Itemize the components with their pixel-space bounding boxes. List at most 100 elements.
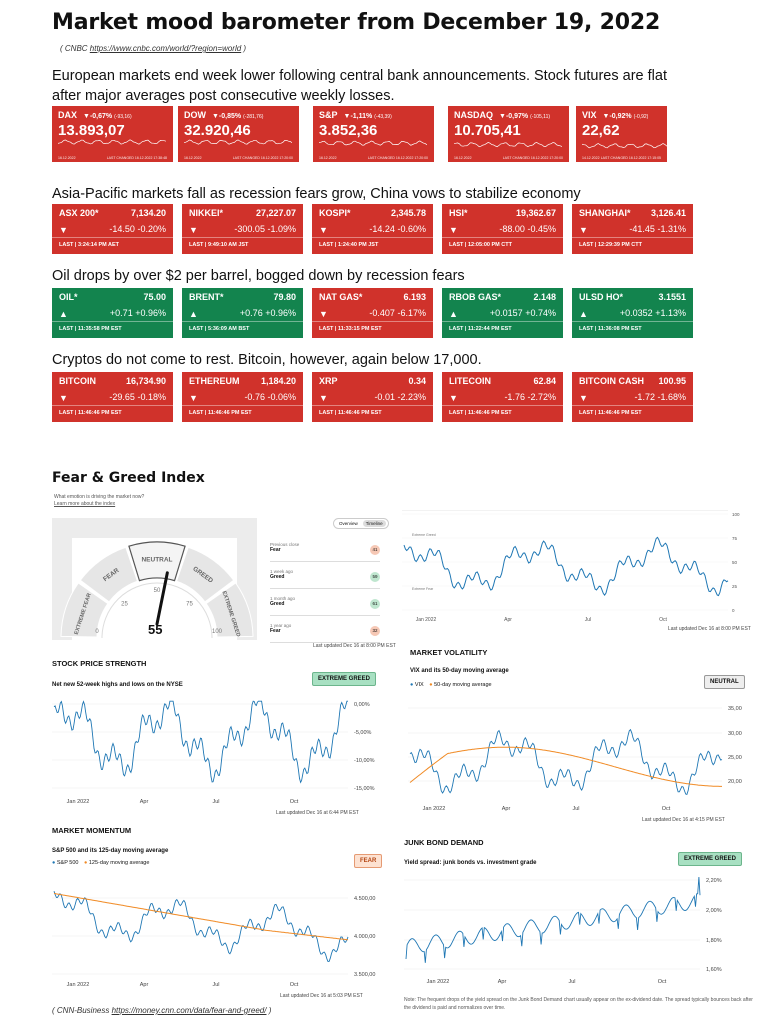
ticker-change: -1.72 -1.68% bbox=[634, 392, 686, 402]
ticker-change: -41.45 -1.31% bbox=[629, 224, 686, 234]
index-change-abs: (-0,92) bbox=[633, 114, 649, 120]
index-card-dow[interactable]: DOW ▼-0,85% (-281,76) 32.920,46 16.12.2022 LA… bbox=[178, 106, 299, 162]
vol-legend: ● VIX ● 50-day moving average bbox=[410, 682, 492, 688]
gauge-tick: 0 bbox=[95, 629, 99, 635]
crypto-card[interactable]: XRP 0.34 ▼ -0.01 -2.23% LAST | 11:46:46 PM E… bbox=[312, 372, 433, 422]
asia-card[interactable]: ASX 200* 7,134.20 ▼ -14.50 -0.20% LAST | 3:2… bbox=[52, 204, 173, 254]
sps-line bbox=[53, 700, 348, 784]
index-card-nasdaq[interactable]: NASDAQ ▼-0,97% (-105,11) 10.705,41 16.12.202… bbox=[448, 106, 569, 162]
timeline-xtick: Apr bbox=[504, 617, 512, 622]
junk-xtick: Apr bbox=[498, 979, 507, 985]
crypto-card[interactable]: LITECOIN 62.84 ▼ -1.76 -2.72% LAST | 11:46:4… bbox=[442, 372, 563, 422]
ticker-change: -14.50 -0.20% bbox=[109, 224, 166, 234]
ticker-change: -0.407 -6.17% bbox=[369, 308, 426, 318]
index-date-left: 16.12.2022 bbox=[454, 156, 472, 160]
ticker-name: ETHEREUM bbox=[189, 376, 240, 386]
ticker-value: 19,362.67 bbox=[515, 208, 556, 218]
history-label: Greed bbox=[270, 574, 285, 580]
junk-ytick: 1,80% bbox=[706, 938, 722, 944]
history-label: Fear bbox=[270, 547, 281, 553]
ticker-name: RBOB GAS* bbox=[449, 292, 502, 302]
ticker-last-time: LAST | 12:29:39 PM CTT bbox=[572, 237, 693, 252]
tab-timeline[interactable]: Timeline bbox=[362, 520, 386, 527]
history-when: 1 year ago bbox=[270, 623, 292, 628]
page-title: Market mood barometer from December 19, … bbox=[52, 10, 661, 35]
ticker-value: 100.95 bbox=[658, 376, 686, 386]
junk-line bbox=[405, 876, 701, 963]
index-card-vix[interactable]: VIX ▼-0,92% (-0,92) 22,62 14.12.2022 LAST CHA… bbox=[576, 106, 690, 162]
ticker-name: OIL* bbox=[59, 292, 78, 302]
gauge-tick: 50 bbox=[154, 588, 161, 594]
ticker-last-time: LAST | 11:22:44 PM EST bbox=[442, 321, 563, 336]
fear-greed-question: What emotion is driving the market now? bbox=[54, 494, 145, 500]
asia-card[interactable]: HSI* 19,362.67 ▼ -88.00 -0.45% LAST | 12:05:… bbox=[442, 204, 563, 254]
oil-card[interactable]: ULSD HO* 3.1551 ▲ +0.0352 +1.13% LAST | 11:3… bbox=[572, 288, 693, 338]
down-arrow-icon: ▼ bbox=[189, 393, 198, 403]
learn-more-link[interactable]: Learn more about the index bbox=[54, 501, 116, 507]
ticker-value: 0.34 bbox=[408, 376, 426, 386]
ticker-last-time: LAST | 11:46:46 PM EST bbox=[572, 405, 693, 420]
mom-ytick: 4.000,00 bbox=[354, 934, 375, 940]
up-arrow-icon: ▲ bbox=[189, 309, 198, 319]
asia-card[interactable]: KOSPI* 2,345.78 ▼ -14.24 -0.60% LAST | 1:24:… bbox=[312, 204, 433, 254]
index-card-sp[interactable]: S&P ▼-1,11% (-43,39) 3.852,36 16.12.2022 LAST… bbox=[313, 106, 434, 162]
timeline-legend-greed: Extreme Greed bbox=[412, 533, 436, 537]
index-change: ▼-0,85% bbox=[212, 113, 242, 120]
ticker-last-time: LAST | 11:35:58 PM EST bbox=[52, 321, 173, 336]
ticker-change: -300.05 -1.09% bbox=[234, 224, 296, 234]
index-date-left: 16.12.2022 bbox=[58, 156, 76, 160]
index-date-note: LAST CHANGED 16.12.2022 17:20:00 bbox=[367, 156, 428, 160]
ticker-change: -0.01 -2.23% bbox=[374, 392, 426, 402]
cnbc-link[interactable]: https://www.cnbc.com/world/?region=world bbox=[89, 44, 242, 53]
vol-subtitle: VIX and its 50-day moving average bbox=[410, 668, 509, 674]
sps-ytick: 0,00% bbox=[354, 702, 370, 708]
asia-card[interactable]: NIKKEI* 27,227.07 ▼ -300.05 -1.09% LAST | 9:… bbox=[182, 204, 303, 254]
ticker-value: 79.80 bbox=[273, 292, 296, 302]
vol-chart: 35,00 30,00 25,00 20,00 Jan 2022 Apr Jul Oct bbox=[408, 706, 742, 812]
ticker-name: NAT GAS* bbox=[319, 292, 363, 302]
crypto-card[interactable]: ETHEREUM 1,184.20 ▼ -0.76 -0.06% LAST | 11:4… bbox=[182, 372, 303, 422]
index-change-abs: (-281,76) bbox=[243, 114, 264, 120]
index-card-dax[interactable]: DAX ▼-0,67% (-93,16) 13.893,07 16.12.2022 LAS… bbox=[52, 106, 173, 162]
ticker-name: SHANGHAI* bbox=[579, 208, 631, 218]
ticker-last-time: LAST | 11:36:08 PM EST bbox=[572, 321, 693, 336]
crypto-card[interactable]: BITCOIN CASH 100.95 ▼ -1.72 -1.68% LAST | 11… bbox=[572, 372, 693, 422]
vol-ytick: 35,00 bbox=[728, 706, 742, 712]
ticker-change: -0.76 -0.06% bbox=[244, 392, 296, 402]
vol-xtick: Apr bbox=[502, 806, 511, 812]
tab-overview[interactable]: Overview bbox=[336, 520, 361, 527]
junk-xtick: Jan 2022 bbox=[427, 979, 450, 985]
history-value-badge: 41 bbox=[370, 545, 380, 555]
sps-ytick: -15,00% bbox=[354, 786, 375, 792]
vol-xtick: Oct bbox=[662, 806, 671, 812]
oil-card[interactable]: NAT GAS* 6.193 ▼ -0.407 -6.17% LAST | 11:33:… bbox=[312, 288, 433, 338]
junk-chart: 2,20% 2,00% 1,80% 1,60% Jan 2022 Apr Jul Oct bbox=[404, 876, 722, 985]
ticker-name: BITCOIN bbox=[59, 376, 96, 386]
ticker-name: LITECOIN bbox=[449, 376, 491, 386]
vol-ytick: 20,00 bbox=[728, 779, 742, 785]
index-date-left: 16.12.2022 bbox=[184, 156, 202, 160]
index-sparkline bbox=[582, 143, 690, 149]
junk-ytick: 1,60% bbox=[706, 967, 722, 973]
history-when: Previous close bbox=[270, 542, 300, 547]
up-arrow-icon: ▲ bbox=[449, 309, 458, 319]
sps-xtick: Oct bbox=[290, 799, 299, 805]
down-arrow-icon: ▼ bbox=[579, 225, 588, 235]
asia-card[interactable]: SHANGHAI* 3,126.41 ▼ -41.45 -1.31% LAST | 12… bbox=[572, 204, 693, 254]
oil-card[interactable]: RBOB GAS* 2.148 ▲ +0.0157 +0.74% LAST | 11:2… bbox=[442, 288, 563, 338]
oil-card[interactable]: OIL* 75.00 ▲ +0.71 +0.96% LAST | 11:35:58 PM… bbox=[52, 288, 173, 338]
index-name: DAX ▼-0,67% (-93,16) bbox=[58, 110, 132, 120]
vol-title: MARKET VOLATILITY bbox=[410, 648, 488, 657]
europe-paragraph: European markets end week lower followin… bbox=[52, 68, 667, 104]
sps-updated: Last updated Dec 16 at 6:44 PM EST bbox=[276, 810, 359, 816]
view-toggle: Overview Timeline bbox=[333, 518, 389, 529]
mom-legend: ● S&P 500 ● 125-day moving average bbox=[52, 860, 150, 866]
history-when: 1 week ago bbox=[270, 569, 294, 574]
crypto-card[interactable]: BITCOIN 16,734.90 ▼ -29.65 -0.18% LAST | 11:… bbox=[52, 372, 173, 422]
oil-card[interactable]: BRENT* 79.80 ▲ +0.76 +0.96% LAST | 5:36:09 A… bbox=[182, 288, 303, 338]
cnn-link[interactable]: https://money.cnn.com/data/fear-and-gree… bbox=[111, 1006, 267, 1015]
down-arrow-icon: ▼ bbox=[319, 225, 328, 235]
sps-badge: EXTREME GREED bbox=[312, 672, 377, 686]
ticker-last-time: LAST | 1:24:40 PM JST bbox=[312, 237, 433, 252]
